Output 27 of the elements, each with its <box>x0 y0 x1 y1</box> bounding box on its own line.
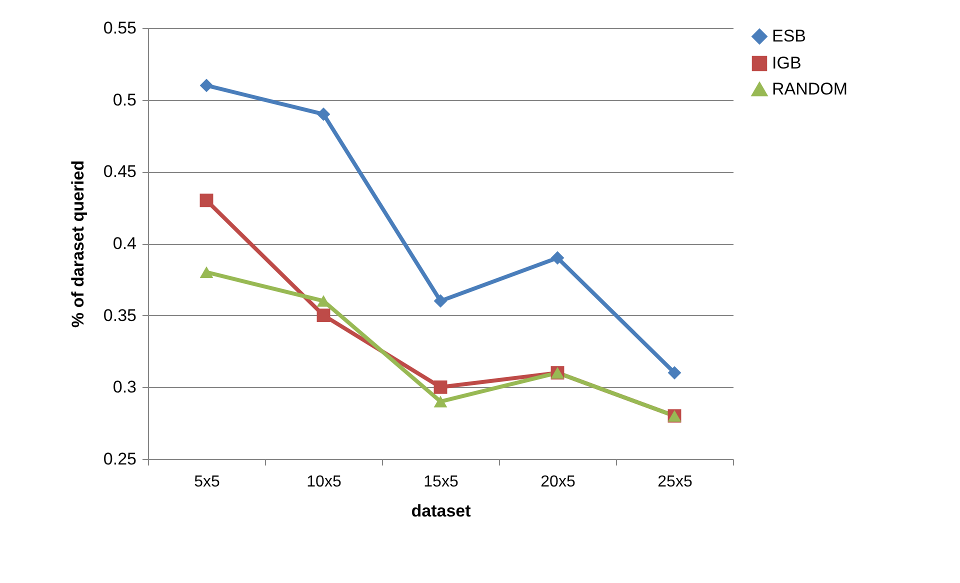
point <box>668 366 682 380</box>
x-tick-label: 5x5 <box>194 474 220 490</box>
point <box>200 78 214 92</box>
point <box>316 308 330 322</box>
x-tick-label: 10x5 <box>306 474 342 490</box>
y-axis-title: % of daraset queried <box>68 160 88 328</box>
point <box>550 251 564 265</box>
legend-label: RANDOM <box>772 80 848 98</box>
x-tick-label: 15x5 <box>424 474 458 490</box>
legend-label: IGB <box>772 54 802 72</box>
point <box>434 380 448 394</box>
y-tick-label: 0.4 <box>112 234 136 253</box>
y-tick-label: 0.3 <box>112 378 136 397</box>
y-tick-label: 0.35 <box>103 306 136 325</box>
x-tick-label: 20x5 <box>540 474 576 490</box>
y-tick-label: 0.5 <box>112 90 136 110</box>
point <box>434 396 448 408</box>
y-tick-label: 0.45 <box>103 162 136 182</box>
point <box>316 107 330 121</box>
point <box>200 266 214 278</box>
point <box>200 194 214 208</box>
y-tick-label: 0.55 <box>103 18 136 38</box>
point <box>434 294 448 308</box>
legend-label: ESB <box>772 26 806 46</box>
x-axis-title: dataset <box>411 502 472 520</box>
x-tick-label: 25x5 <box>658 474 692 490</box>
y-tick-label: 0.25 <box>103 450 136 468</box>
